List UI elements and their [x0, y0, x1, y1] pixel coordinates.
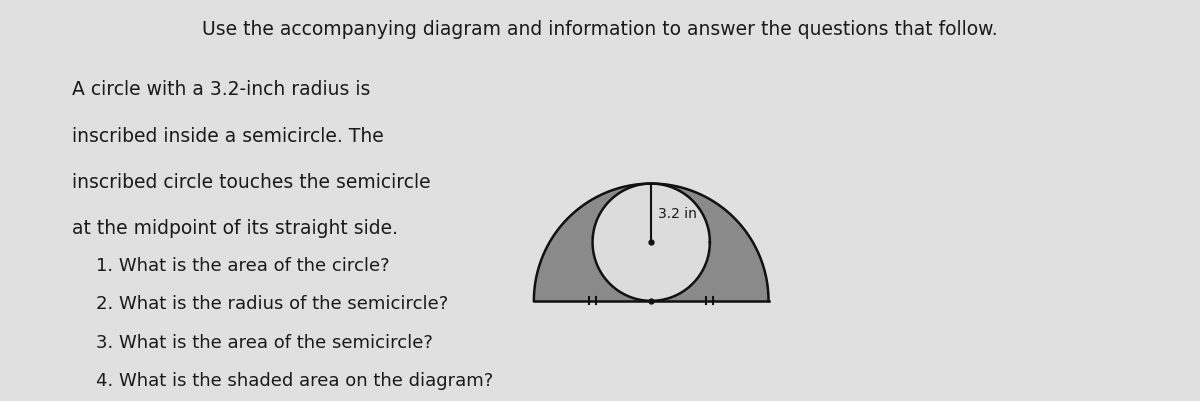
Text: A circle with a 3.2-inch radius is: A circle with a 3.2-inch radius is	[72, 80, 371, 99]
Text: 1. What is the area of the circle?: 1. What is the area of the circle?	[96, 257, 390, 275]
Polygon shape	[593, 184, 710, 301]
Text: Use the accompanying diagram and information to answer the questions that follow: Use the accompanying diagram and informa…	[202, 20, 998, 39]
Text: 3. What is the area of the semicircle?: 3. What is the area of the semicircle?	[96, 333, 433, 351]
Polygon shape	[534, 184, 768, 301]
Text: 3.2 in: 3.2 in	[659, 207, 697, 220]
Text: 4. What is the shaded area on the diagram?: 4. What is the shaded area on the diagra…	[96, 371, 493, 389]
Text: at the midpoint of its straight side.: at the midpoint of its straight side.	[72, 219, 398, 237]
Text: inscribed circle touches the semicircle: inscribed circle touches the semicircle	[72, 172, 431, 191]
Text: 2. What is the radius of the semicircle?: 2. What is the radius of the semicircle?	[96, 295, 449, 313]
Text: inscribed inside a semicircle. The: inscribed inside a semicircle. The	[72, 126, 384, 145]
